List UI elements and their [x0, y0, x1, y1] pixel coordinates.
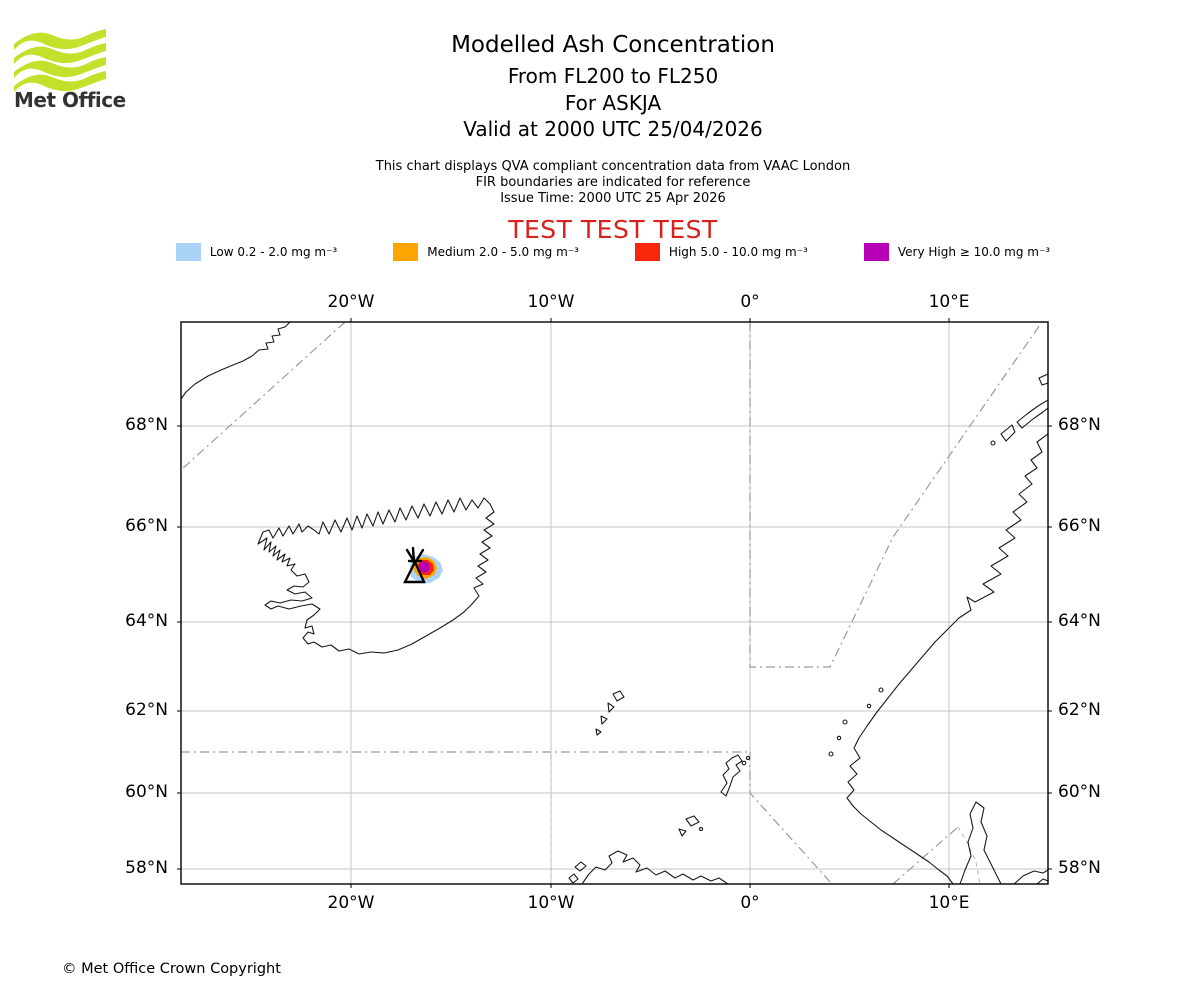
- coastline-denmark: [1013, 869, 1048, 884]
- legend-label-very-high: Very High ≥ 10.0 mg m⁻³: [897, 245, 1051, 259]
- coastline-norway: [828, 373, 1048, 884]
- map-canvas: [177, 318, 1052, 888]
- axis-label-right-68n: 68°N: [1058, 415, 1101, 435]
- subtitle-volcano: For ASKJA: [564, 91, 662, 115]
- graticule-gridlines: [181, 322, 1048, 884]
- axis-label-left-60n: 60°N: [125, 782, 168, 802]
- coastline-orkney: [678, 815, 704, 837]
- ash-cloud: [410, 554, 443, 583]
- legend-label-high: High 5.0 - 10.0 mg m⁻³: [668, 245, 808, 259]
- legend-label-medium: Medium 2.0 - 5.0 mg m⁻³: [427, 245, 579, 259]
- page-title: Modelled Ash Concentration: [451, 32, 775, 58]
- legend-swatch-low: [175, 243, 201, 261]
- info-fir-note: FIR boundaries are indicated for referen…: [475, 175, 751, 190]
- axis-label-top-10w: 10°W: [527, 292, 575, 312]
- axis-label-top-20w: 20°W: [327, 292, 375, 312]
- coastline-faroes: [595, 690, 625, 736]
- info-qva-note: This chart displays QVA compliant concen…: [375, 159, 851, 174]
- axis-label-right-60n: 60°N: [1058, 782, 1101, 802]
- legend-label-low: Low 0.2 - 2.0 mg m⁻³: [209, 245, 338, 259]
- axis-label-right-62n: 62°N: [1058, 700, 1101, 720]
- axis-label-left-64n: 64°N: [125, 611, 168, 631]
- ash-contour-very-high: [419, 561, 430, 573]
- volcano-marker-icon: [403, 546, 426, 584]
- axis-label-bottom-10e: 10°E: [928, 893, 970, 913]
- coastline-shetland: [720, 754, 751, 797]
- coastline-greenland: [181, 322, 291, 400]
- axis-label-top-10e: 10°E: [928, 292, 970, 312]
- coastline-scotland: [568, 850, 729, 884]
- logo-waves-icon: [14, 29, 106, 92]
- legend: Low 0.2 - 2.0 mg m⁻³ Medium 2.0 - 5.0 mg…: [26, 243, 1200, 261]
- axis-label-top-0: 0°: [740, 292, 760, 312]
- axis-label-right-58n: 58°N: [1058, 858, 1101, 878]
- axis-label-bottom-20w: 20°W: [327, 893, 375, 913]
- map-border: [180, 321, 1049, 885]
- axis-label-right-66n: 66°N: [1058, 516, 1101, 536]
- axis-label-left-62n: 62°N: [125, 700, 168, 720]
- met-office-logo: [14, 29, 106, 92]
- coastline-iceland: [257, 497, 495, 655]
- subtitle-flight-levels: From FL200 to FL250: [507, 64, 719, 88]
- axis-label-left-68n: 68°N: [125, 415, 168, 435]
- legend-swatch-high: [634, 243, 660, 261]
- legend-item-low: Low 0.2 - 2.0 mg m⁻³: [175, 243, 338, 261]
- logo-wordmark: Met Office: [14, 88, 126, 112]
- legend-swatch-very-high: [863, 243, 889, 261]
- copyright-notice: © Met Office Crown Copyright: [62, 961, 281, 977]
- fir-boundaries: [181, 322, 1043, 884]
- legend-item-high: High 5.0 - 10.0 mg m⁻³: [634, 243, 808, 261]
- axis-label-bottom-0: 0°: [740, 893, 760, 913]
- fir-boundaries-dashed: [550, 755, 981, 884]
- axis-ticks: [177, 318, 1052, 888]
- axis-label-bottom-10w: 10°W: [527, 893, 575, 913]
- subtitle-valid-time: Valid at 2000 UTC 25/04/2026: [463, 117, 763, 141]
- legend-item-medium: Medium 2.0 - 5.0 mg m⁻³: [393, 243, 579, 261]
- legend-item-very-high: Very High ≥ 10.0 mg m⁻³: [863, 243, 1051, 261]
- axis-label-left-58n: 58°N: [125, 858, 168, 878]
- axis-label-left-66n: 66°N: [125, 516, 168, 536]
- info-issue-time: Issue Time: 2000 UTC 25 Apr 2026: [500, 191, 726, 206]
- coastlines: [181, 322, 1048, 884]
- legend-swatch-medium: [393, 243, 419, 261]
- test-banner: TEST TEST TEST: [508, 215, 718, 244]
- axis-label-right-64n: 64°N: [1058, 611, 1101, 631]
